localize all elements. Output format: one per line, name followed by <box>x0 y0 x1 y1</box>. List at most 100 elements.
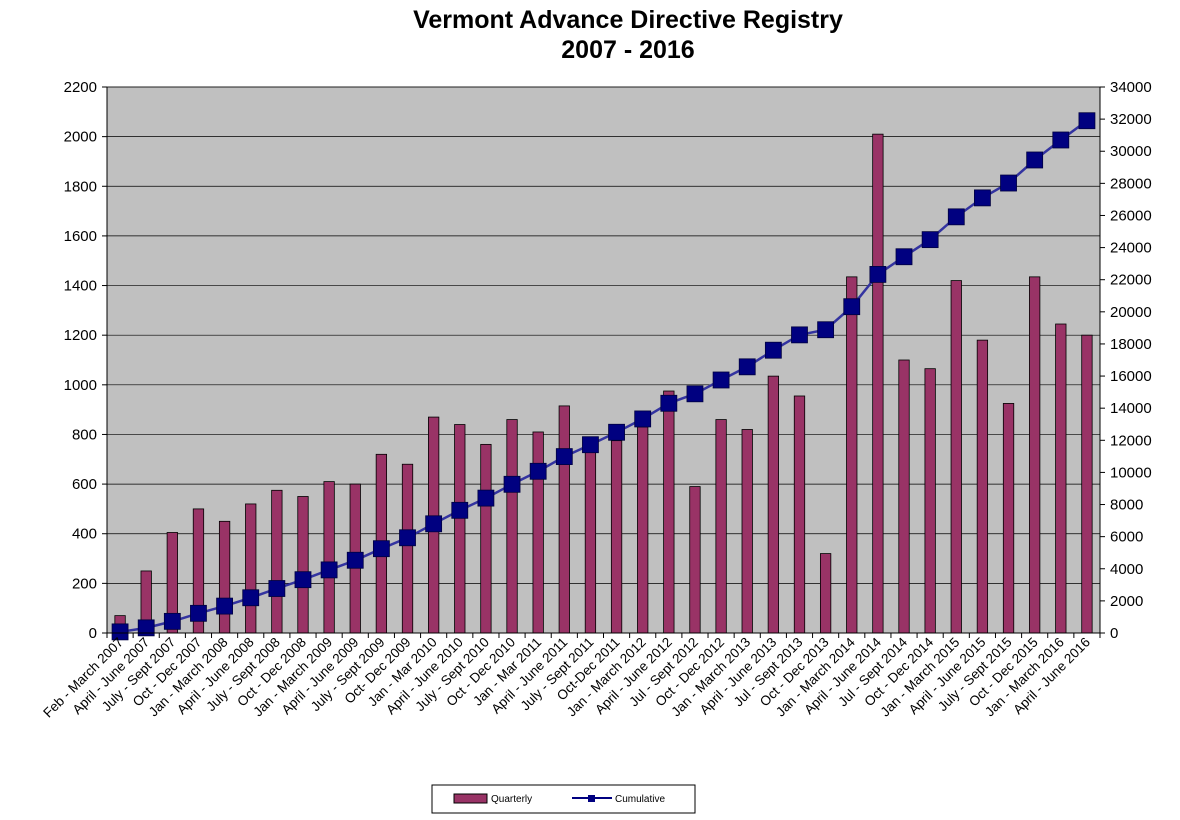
quarterly-bar <box>846 276 858 634</box>
right-tick-label: 4000 <box>1110 561 1143 578</box>
right-tick-label: 16000 <box>1110 368 1152 385</box>
quarterly-bar <box>872 133 884 634</box>
left-tick-label: 1400 <box>64 278 97 295</box>
cumulative-point <box>111 623 129 641</box>
cumulative-point <box>372 540 390 558</box>
quarterly-bar <box>1081 334 1093 634</box>
left-tick-label: 1200 <box>64 327 97 344</box>
cumulative-point <box>947 208 965 226</box>
quarterly-bar <box>271 489 283 634</box>
right-tick-label: 34000 <box>1110 79 1152 96</box>
quarterly-bar <box>663 390 675 634</box>
cumulative-point <box>660 394 678 412</box>
quarterly-bar <box>610 440 623 634</box>
cumulative-point <box>608 423 625 441</box>
quarterly-bar <box>793 395 806 634</box>
chart-title: Vermont Advance Directive Registry <box>413 6 843 34</box>
right-tick-label: 12000 <box>1110 432 1152 449</box>
cumulative-point <box>582 436 599 454</box>
quarterly-bar <box>976 339 989 634</box>
quarterly-bar <box>1002 403 1015 634</box>
quarterly-bar <box>480 443 492 634</box>
cumulative-point <box>869 266 887 283</box>
quarterly-bar <box>558 405 570 634</box>
right-tick-label: 10000 <box>1110 464 1152 481</box>
quarterly-bar <box>1055 323 1067 634</box>
quarterly-bar <box>950 280 962 634</box>
quarterly-bar <box>532 431 544 634</box>
cumulative-point <box>686 385 704 403</box>
left-tick-label: 2200 <box>64 79 97 96</box>
right-tick-label: 2000 <box>1110 593 1143 610</box>
cumulative-point <box>921 231 939 249</box>
quarterly-bar <box>323 481 335 634</box>
quarterly-bar <box>637 426 649 634</box>
left-tick-label: 600 <box>72 476 97 493</box>
left-tick-label: 1000 <box>64 377 97 394</box>
cumulative-point <box>634 410 652 428</box>
cumulative-point <box>216 597 233 615</box>
quarterly-bar <box>898 359 910 634</box>
quarterly-bar <box>454 424 466 634</box>
right-tick-label: 0 <box>1110 625 1118 642</box>
quarterly-bar <box>584 448 597 634</box>
legend-cumulative-marker <box>588 795 595 802</box>
cumulative-point <box>242 589 260 607</box>
quarterly-bar <box>924 368 936 634</box>
quarterly-bar <box>689 486 701 634</box>
cumulative-line-layer <box>111 112 1096 641</box>
quarterly-bar <box>297 496 309 634</box>
right-axis: 0 2000 4000 6000 8000 10000 12000 14000 16000 180… <box>1099 79 1152 642</box>
legend: Quarterly Cumulative <box>431 784 696 814</box>
quarterly-bar <box>1029 276 1041 634</box>
cumulative-point <box>1026 151 1044 169</box>
quarterly-bar <box>819 553 832 634</box>
legend-quarterly-swatch <box>453 793 488 804</box>
right-tick-label: 32000 <box>1110 111 1152 128</box>
cumulative-point <box>1000 174 1017 192</box>
cumulative-point <box>1052 131 1070 149</box>
cumulative-point <box>974 189 991 207</box>
cumulative-point <box>163 612 181 630</box>
cumulative-point <box>399 529 416 547</box>
right-tick-label: 28000 <box>1110 175 1152 192</box>
legend-quarterly-label: Quarterly <box>491 794 532 805</box>
quarterly-bar <box>741 429 753 634</box>
quarterly-bar <box>767 375 779 634</box>
cumulative-point <box>190 604 207 622</box>
left-tick-label: 400 <box>72 526 97 543</box>
cumulative-point <box>764 341 782 359</box>
cumulative-point <box>503 475 521 493</box>
cumulative-point <box>895 248 913 266</box>
quarterly-bar <box>218 520 231 634</box>
quarterly-bar <box>715 419 727 634</box>
left-tick-label: 800 <box>72 426 97 443</box>
left-tick-label: 2000 <box>64 129 97 146</box>
left-axis: 0 200 400 600 800 1000 1200 1400 1600 1800 2000 220… <box>64 79 108 642</box>
left-tick-label: 0 <box>89 625 97 642</box>
cumulative-point <box>477 489 495 507</box>
cumulative-point <box>294 571 312 589</box>
right-tick-label: 6000 <box>1110 529 1143 546</box>
cumulative-point <box>791 326 808 344</box>
cumulative-point <box>529 462 547 480</box>
right-tick-label: 14000 <box>1110 400 1152 417</box>
chart-subtitle: 2007 - 2016 <box>561 36 694 64</box>
cumulative-point <box>425 515 443 533</box>
cumulative-point <box>451 501 469 519</box>
cumulative-point <box>712 371 730 389</box>
cumulative-point <box>843 298 861 316</box>
quarterly-bar <box>506 419 518 634</box>
right-tick-label: 22000 <box>1110 272 1152 289</box>
right-tick-label: 26000 <box>1110 207 1152 224</box>
right-tick-label: 30000 <box>1110 143 1152 160</box>
legend-cumulative-label: Cumulative <box>615 794 665 805</box>
cumulative-point <box>346 551 364 569</box>
right-tick-label: 8000 <box>1110 497 1143 514</box>
cumulative-point <box>817 321 835 339</box>
cumulative-point <box>320 561 338 579</box>
quarterly-bar <box>401 463 414 634</box>
